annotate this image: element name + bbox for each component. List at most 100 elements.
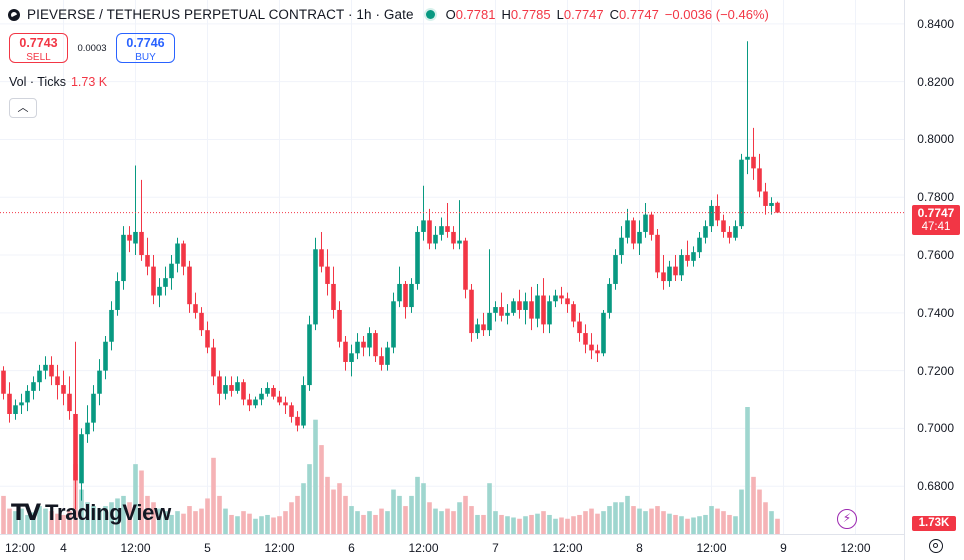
candle-body (697, 237, 702, 253)
time-tick-label: 4 (60, 541, 67, 555)
candle-body (529, 301, 534, 319)
volume-bar (703, 514, 708, 534)
candle-body (661, 272, 666, 282)
candle-body (649, 214, 654, 235)
candle-body (469, 289, 474, 334)
sell-button[interactable]: 0.7743 SELL (9, 33, 68, 63)
candle-body (679, 255, 684, 276)
candle-body (487, 312, 492, 331)
candle-body (547, 301, 552, 325)
price-tick-label: 0.8000 (917, 132, 954, 147)
volume-bar (379, 508, 384, 534)
time-tick-label: 12:00 (696, 541, 727, 555)
volume-bar (613, 502, 618, 534)
candle-body (775, 202, 780, 213)
candle-body (1, 370, 6, 394)
volume-bar (175, 511, 180, 534)
candle-body (577, 321, 582, 334)
candle-body (325, 266, 330, 284)
candle-body (109, 309, 114, 342)
candle-body (223, 385, 228, 394)
candle-body (367, 333, 372, 348)
candle-body (229, 385, 234, 391)
candle-body (25, 390, 30, 403)
candle-body (253, 399, 258, 406)
time-tick-label: 12:00 (264, 541, 295, 555)
volume-bar (409, 495, 414, 534)
buy-button[interactable]: 0.7746 BUY (116, 33, 175, 63)
candle-body (769, 203, 774, 206)
candle-body (739, 159, 744, 227)
volume-bar (595, 513, 600, 534)
volume-bar (271, 517, 276, 534)
lightning-icon[interactable]: ⚡ (837, 509, 857, 529)
ohlc-close-label: C (609, 7, 620, 22)
volume-bar (1, 495, 6, 534)
candle-body (505, 312, 510, 316)
volume-bar (601, 511, 606, 534)
candle-body (37, 370, 42, 383)
candle-body (67, 393, 72, 412)
candle-body (247, 399, 252, 406)
settings-gear-icon[interactable] (929, 539, 943, 553)
candle-body (43, 364, 48, 371)
candle-body (103, 341, 108, 371)
candle-body (277, 396, 282, 403)
time-tick-label: 8 (636, 541, 643, 555)
volume-bar (439, 511, 444, 534)
candle-body (559, 295, 564, 299)
time-tick-label: 12:00 (4, 541, 36, 555)
volume-bar (565, 518, 570, 534)
candle-body (151, 266, 156, 296)
candle-body (283, 402, 288, 406)
volume-bar (325, 476, 330, 534)
last-price-value: 0.7747 (917, 205, 955, 220)
candle-body (601, 312, 606, 354)
time-tick-label: 12:00 (408, 541, 439, 555)
volume-bar (283, 511, 288, 534)
volume-bar (229, 514, 234, 534)
candle-body (265, 387, 270, 394)
candle-body (517, 301, 522, 310)
candle-body (379, 356, 384, 365)
buy-label: BUY (135, 52, 156, 63)
volume-bar (307, 464, 312, 534)
candle-body (445, 226, 450, 232)
ohlc-low-label: L (556, 7, 564, 22)
volume-bar (619, 502, 624, 534)
candle-body (97, 370, 102, 394)
candle-body (763, 191, 768, 206)
volume-bar (643, 511, 648, 534)
volume-bar (727, 514, 732, 534)
time-tick-label: 6 (348, 541, 355, 555)
price-tick-label: 0.6800 (917, 479, 954, 494)
volume-bar (547, 514, 552, 534)
tradingview-logo[interactable]: TV TradingView (11, 500, 171, 526)
ohlc-open-value: 0.7781 (455, 7, 496, 22)
volume-bar (25, 514, 30, 534)
candle-body (451, 231, 456, 244)
candle-body (307, 324, 312, 386)
volume-legend[interactable]: Vol · Ticks 1.73 K (9, 75, 107, 89)
candle-body (415, 231, 420, 284)
candle-body (349, 353, 354, 362)
sell-label: SELL (26, 52, 51, 63)
volume-legend-label: Vol · Ticks (9, 75, 66, 89)
candle-body (613, 255, 618, 284)
candle-body (475, 324, 480, 334)
volume-bar (277, 516, 282, 534)
volume-bar (721, 511, 726, 534)
candle-body (301, 385, 306, 426)
volume-bar (733, 516, 738, 534)
candle-body (655, 234, 660, 273)
volume-bar (535, 513, 540, 534)
candle-body (55, 376, 60, 386)
collapse-legend-button[interactable]: ︿ (9, 98, 37, 118)
symbol-title[interactable]: PIEVERSE / TETHERUS PERPETUAL CONTRACT ·… (27, 7, 414, 22)
price-tick-label: 0.7800 (917, 190, 954, 205)
volume-bar (493, 511, 498, 534)
candle-body (433, 234, 438, 244)
candle-body (259, 393, 264, 400)
volume-bar (529, 514, 534, 534)
